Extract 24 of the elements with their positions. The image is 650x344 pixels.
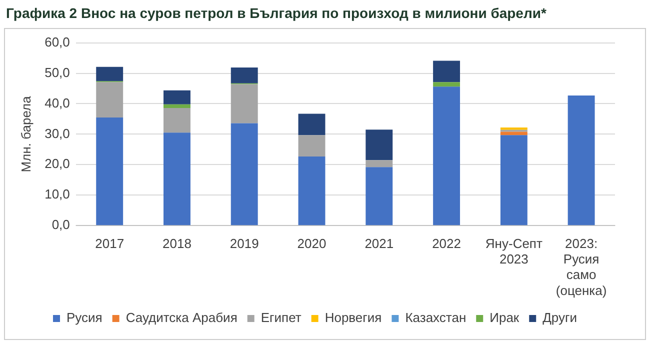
x-tick-label: 2020	[297, 236, 326, 251]
chart-title: Графика 2 Внос на суров петрол в България по произход в милиони барели*	[5, 4, 548, 23]
x-tick-label: Яну-Септ 2023	[485, 236, 542, 267]
y-tick-label: 60,0	[44, 34, 70, 50]
y-tick-label: 10,0	[44, 186, 70, 202]
legend-label: Норвегия	[324, 310, 382, 326]
x-tick-label: 2017	[95, 236, 124, 251]
y-tick-label: 50,0	[44, 64, 70, 80]
y-tick-label: 0,0	[52, 217, 70, 232]
x-tick-label: 2023: Русия само (оценка)	[556, 236, 607, 298]
x-tick-label: 2022	[432, 236, 461, 251]
legend-label: Ирак	[490, 310, 520, 326]
y-tick-label: 20,0	[44, 156, 70, 172]
y-tick-label: 40,0	[44, 95, 70, 110]
x-tick-label: 2021	[364, 236, 394, 251]
legend-label: Казахстан	[405, 310, 466, 326]
y-axis-title: Млн. барела	[18, 95, 34, 172]
legend-label: Други	[542, 310, 578, 326]
legend-label: Египет	[260, 310, 302, 326]
legend-label: Саудитска Арабия	[126, 310, 238, 326]
x-tick-label: 2018	[162, 236, 192, 251]
y-tick-label: 30,0	[44, 126, 70, 141]
legend-label: Русия	[66, 310, 102, 326]
x-tick-label: 2019	[230, 236, 259, 251]
